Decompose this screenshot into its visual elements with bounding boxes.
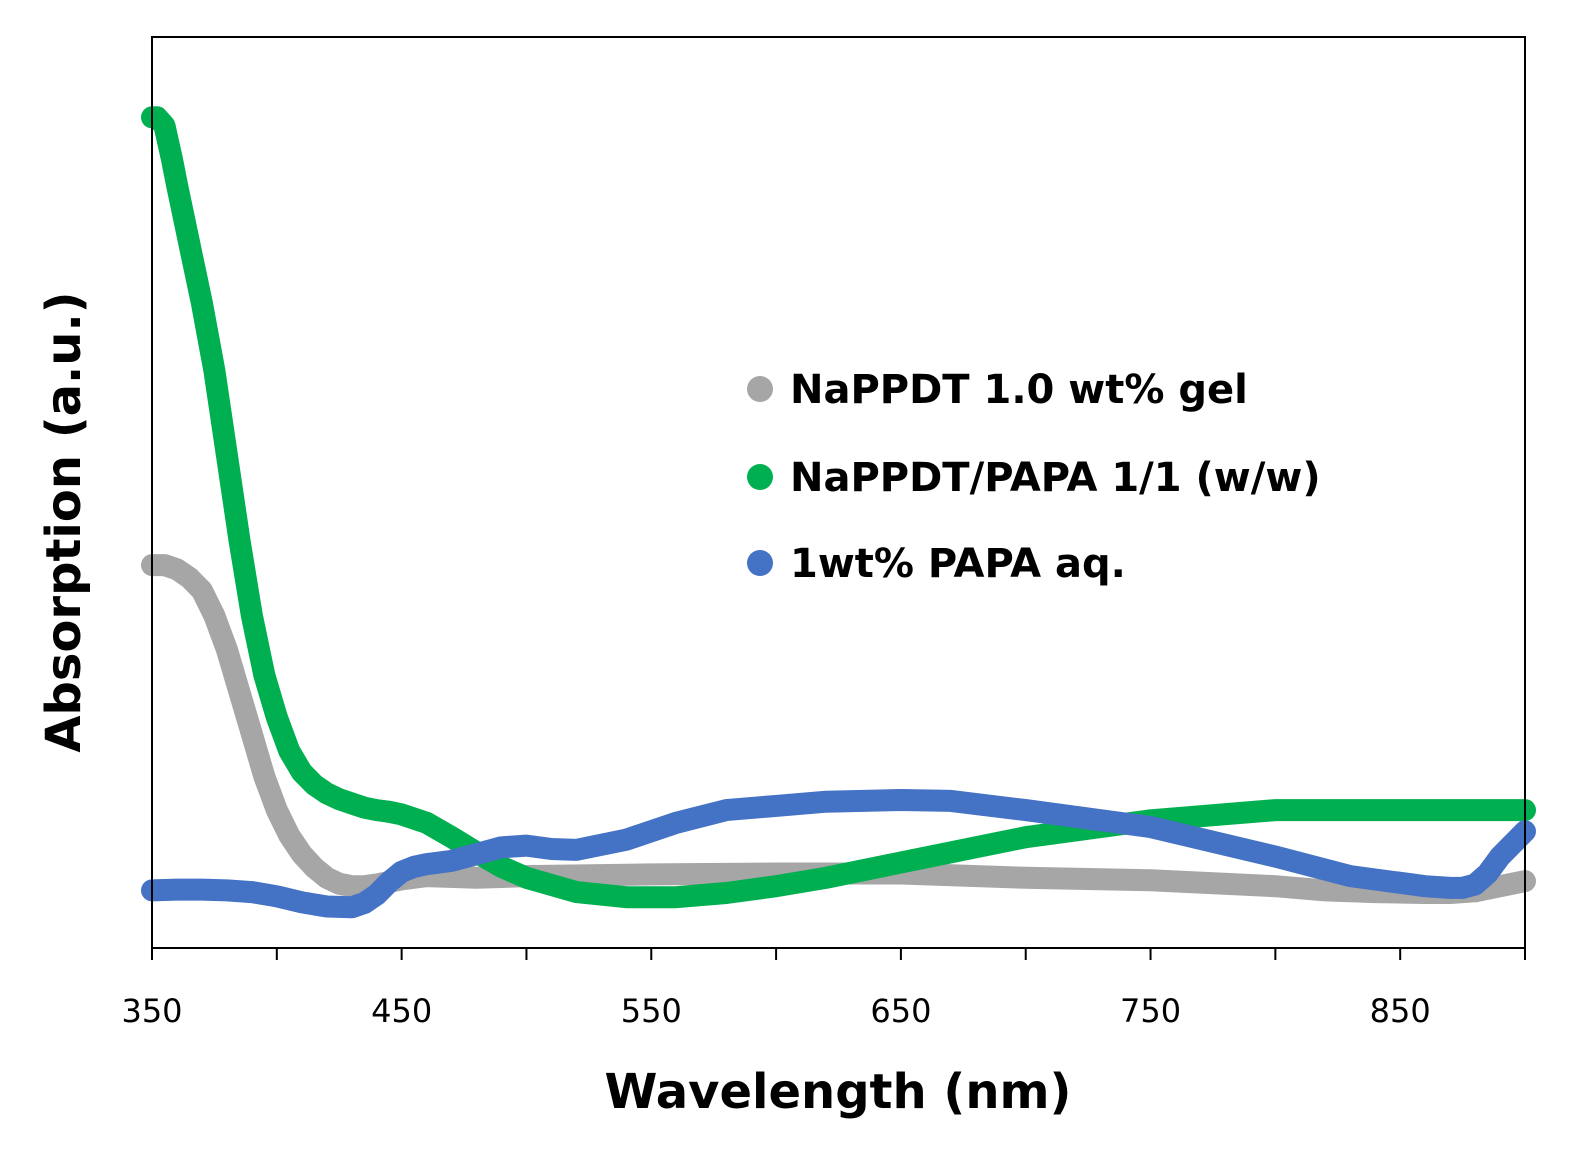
legend: NaPPDT 1.0 wt% gel NaPPDT/PAPA 1/1 (w/w)… [747,367,1321,587]
series-line-1 [141,106,1536,909]
legend-item: NaPPDT 1.0 wt% gel [747,367,1248,413]
plot-frame [151,36,1526,949]
x-tick-label: 450 [371,992,432,1030]
x-axis-title: Wavelength (nm) [605,1064,1072,1120]
series-line-2 [141,789,1536,919]
legend-item: NaPPDT/PAPA 1/1 (w/w) [747,455,1321,501]
legend-label: NaPPDT 1.0 wt% gel [790,367,1248,413]
legend-label: NaPPDT/PAPA 1/1 (w/w) [790,455,1321,501]
x-tick-label: 650 [870,992,931,1030]
y-axis-title: Absorption (a.u.) [36,291,92,752]
x-tick-label: 350 [121,992,182,1030]
x-tick-labels: 350 450 550 650 750 850 [121,992,1430,1030]
series-line-0 [141,554,1536,904]
legend-item: 1wt% PAPA aq. [747,541,1126,587]
series-layer [141,106,1536,919]
ticks-layer [151,948,1526,960]
x-tick-label: 850 [1370,992,1431,1030]
legend-marker-green [747,464,773,490]
legend-marker-blue [747,550,773,576]
legend-label: 1wt% PAPA aq. [790,541,1126,587]
legend-marker-gray [747,376,773,402]
x-tick-label: 550 [621,992,682,1030]
x-tick-label: 750 [1120,992,1181,1030]
